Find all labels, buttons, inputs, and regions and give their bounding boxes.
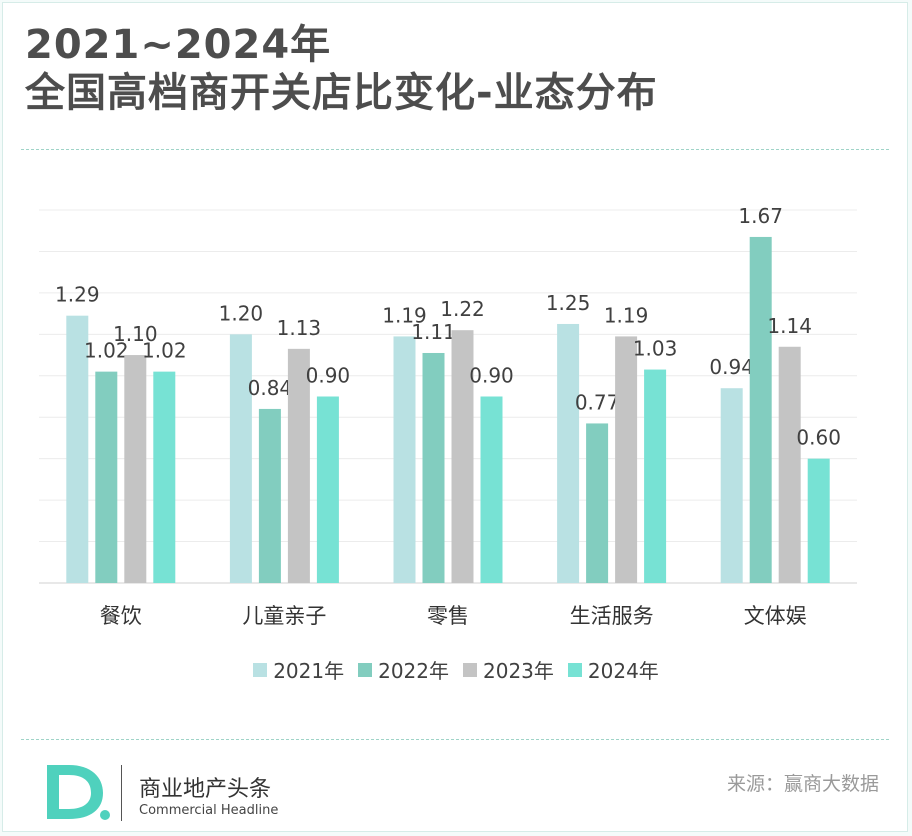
bar-2023年-生活服务 xyxy=(615,336,638,583)
bar-2021年-零售 xyxy=(393,336,416,583)
bar-2021年-生活服务 xyxy=(557,323,580,583)
footer-divider xyxy=(121,765,122,821)
data-label: 1.11 xyxy=(411,320,456,344)
data-label: 1.14 xyxy=(767,314,812,338)
bar-2022年-生活服务 xyxy=(586,423,609,583)
legend-label: 2022年 xyxy=(378,659,449,683)
brand-logo-icon xyxy=(47,765,110,820)
legend-swatch xyxy=(567,662,582,677)
data-label: 1.19 xyxy=(382,303,427,327)
data-label: 1.29 xyxy=(55,283,100,307)
data-label: 1.13 xyxy=(277,316,322,340)
title-line-1: 2021~2024年 xyxy=(25,22,332,68)
legend-item: 2024年 xyxy=(567,655,659,684)
bar-2023年-儿童亲子 xyxy=(287,348,310,583)
data-label: 1.02 xyxy=(84,339,129,363)
bar-2023年-零售 xyxy=(451,330,474,583)
legend-swatch xyxy=(358,662,373,677)
data-label: 1.25 xyxy=(546,291,591,315)
bar-2024年-生活服务 xyxy=(644,369,667,583)
bar-2022年-零售 xyxy=(422,352,445,583)
data-label: 0.90 xyxy=(306,364,351,388)
data-label: 1.19 xyxy=(604,303,649,327)
data-label: 0.94 xyxy=(709,355,754,379)
x-tick-label: 儿童亲子 xyxy=(242,604,326,628)
data-label: 1.20 xyxy=(219,301,264,325)
legend-label: 2024年 xyxy=(587,659,659,683)
bar-2023年-餐饮 xyxy=(124,355,147,583)
bar-2023年-文体娱 xyxy=(778,346,801,583)
title-line-2: 全国高档商开关店比变化-业态分布 xyxy=(25,70,658,116)
bottom-divider xyxy=(21,739,889,740)
data-label: 1.67 xyxy=(738,204,783,228)
data-label: 1.02 xyxy=(142,339,187,363)
bar-2021年-儿童亲子 xyxy=(229,334,252,583)
legend-label: 2023年 xyxy=(483,659,554,683)
chart-title: 2021~2024年 全国高档商开关店比变化-业态分布 xyxy=(25,21,658,117)
legend-swatch xyxy=(253,662,268,677)
legend-item: 2021年 xyxy=(253,655,344,684)
source-note: 来源：赢商大数据 xyxy=(726,773,879,795)
legend-label: 2021年 xyxy=(273,659,345,683)
chart-legend: 2021年 2022年 2023年 2024年 xyxy=(3,655,909,684)
brand-name-cn: 商业地产头条 xyxy=(139,777,272,802)
bar-2024年-零售 xyxy=(480,396,503,583)
x-tick-label: 文体娱 xyxy=(744,604,807,628)
x-tick-label: 餐饮 xyxy=(100,604,142,628)
top-divider xyxy=(21,149,889,150)
x-tick-label: 生活服务 xyxy=(570,604,654,628)
legend-item: 2022年 xyxy=(358,655,449,684)
bar-2022年-文体娱 xyxy=(749,236,772,583)
legend-swatch xyxy=(463,662,477,677)
bar-chart: 1.29 1.021.101.02 餐饮 1.20 0.84 1.13 0.90 儿童亲子 1.… xyxy=(39,204,857,628)
bar-2022年-餐饮 xyxy=(95,371,118,583)
data-label: 0.90 xyxy=(469,364,514,388)
bar-2022年-儿童亲子 xyxy=(258,408,281,583)
brand-name-en: Commercial Headline xyxy=(139,803,279,818)
data-label: 0.77 xyxy=(575,390,620,414)
data-label: 1.10 xyxy=(113,322,158,346)
data-label: 1.03 xyxy=(633,337,678,361)
bar-2021年-文体娱 xyxy=(720,388,743,583)
data-label: 1.22 xyxy=(440,297,485,321)
bar-2024年-文体娱 xyxy=(807,458,830,583)
bar-2021年-餐饮 xyxy=(66,315,89,583)
legend-item: 2023年 xyxy=(463,655,554,684)
data-label: 0.60 xyxy=(796,426,841,450)
x-tick-label: 零售 xyxy=(427,604,469,628)
data-label: 0.84 xyxy=(248,376,293,400)
bar-2024年-儿童亲子 xyxy=(316,396,339,583)
bar-2024年-餐饮 xyxy=(153,371,176,583)
